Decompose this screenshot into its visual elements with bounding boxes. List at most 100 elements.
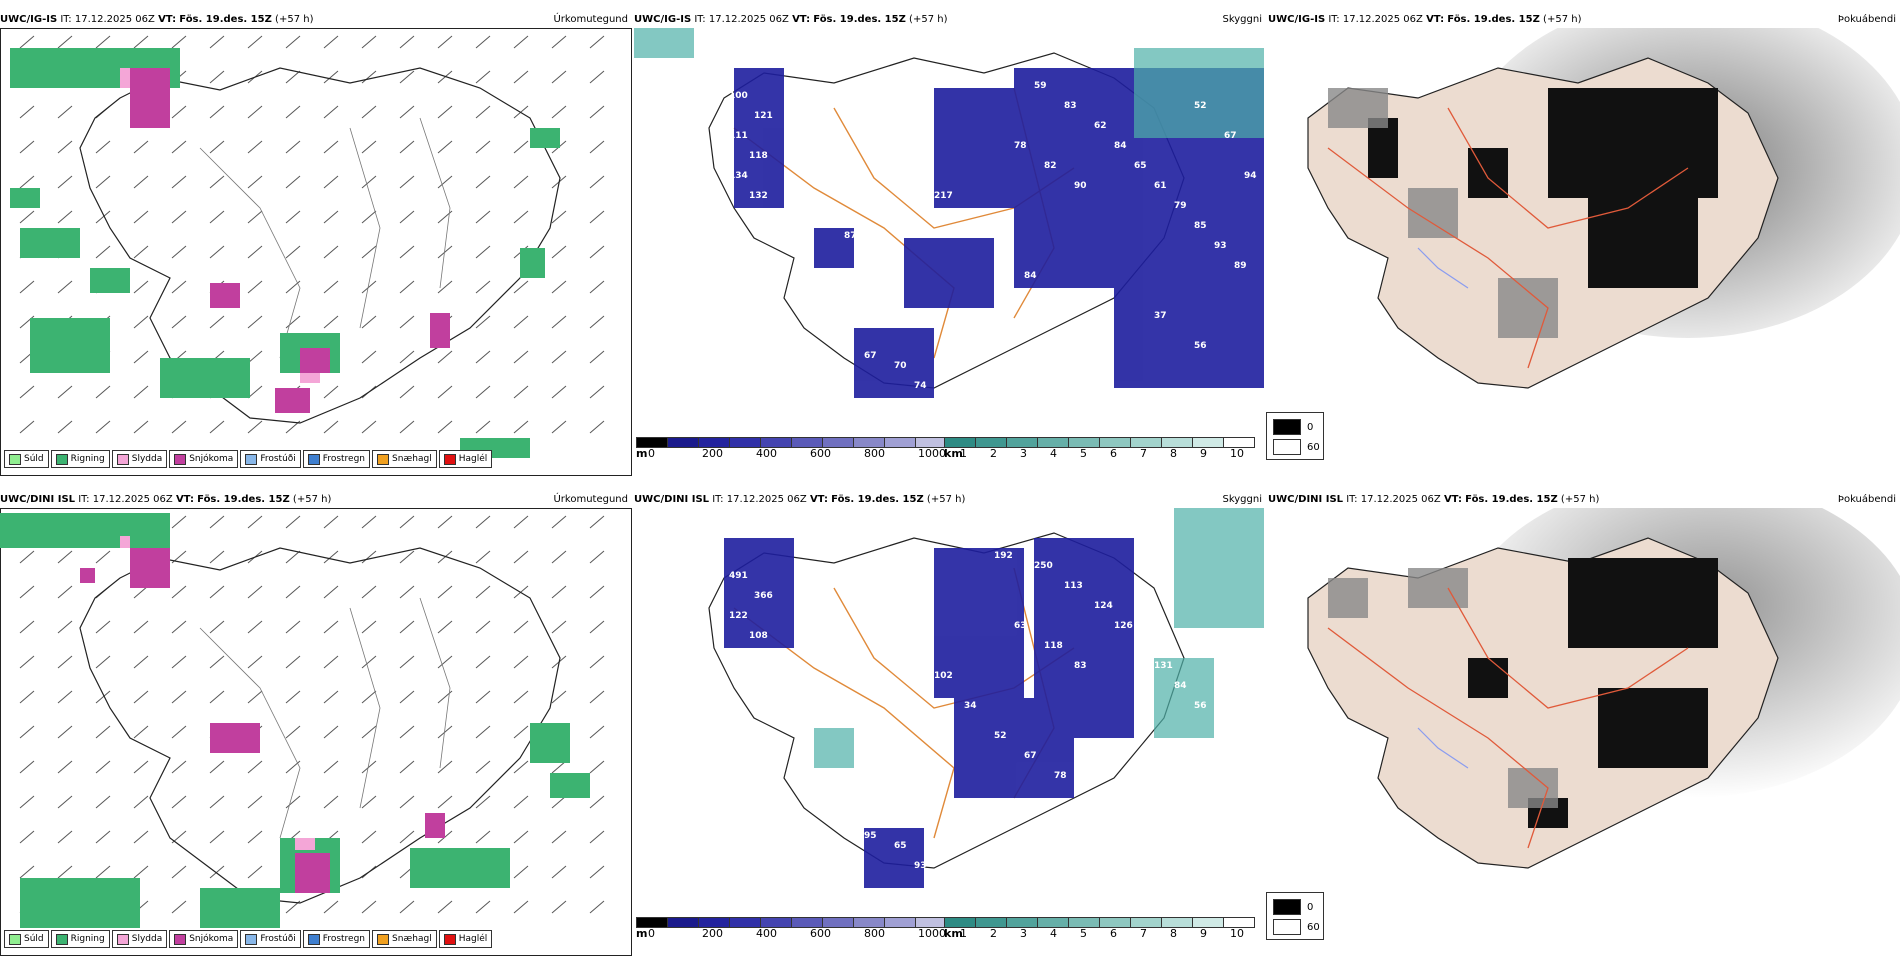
colorbar-segment <box>1099 917 1130 928</box>
wind-barb <box>361 175 377 189</box>
wind-barb <box>437 245 453 259</box>
wind-barb <box>399 420 415 434</box>
wind-barb <box>513 795 529 809</box>
colorbar-tick: 2 <box>990 927 997 940</box>
cloud-base-label: 491 <box>729 571 748 581</box>
cloud-base-label: 69 <box>934 881 947 891</box>
cloud-legend-label: 0 <box>1307 901 1314 913</box>
cloud-legend-label: 60 <box>1307 921 1320 933</box>
legend-swatch <box>307 933 320 945</box>
vt-label: VT: <box>1443 494 1462 505</box>
lead-time: (+57 h) <box>926 494 966 505</box>
wind-barb <box>57 140 73 154</box>
wind-barb <box>399 315 415 329</box>
wind-barb <box>247 515 263 529</box>
wind-barb <box>475 105 491 119</box>
height-unit: m <box>636 927 648 940</box>
wind-barb <box>285 585 301 599</box>
legend-item: Frostregn <box>302 930 371 948</box>
low-cloud-areas <box>724 538 1134 888</box>
colorbar-segment <box>1223 437 1255 448</box>
wind-barb <box>589 725 605 739</box>
colorbar-segment <box>1068 437 1099 448</box>
cloud-base-label: 79 <box>1214 721 1227 731</box>
wind-barb <box>19 35 35 49</box>
cloud-base-label: 116 <box>844 711 863 721</box>
wind-barb <box>95 210 111 224</box>
wind-barb <box>285 550 301 564</box>
wind-barb <box>57 420 73 434</box>
it-label: IT: <box>712 494 724 505</box>
fog-dark-areas <box>1468 558 1718 828</box>
wind-barb <box>285 315 301 329</box>
height-unit: m <box>636 447 648 460</box>
wind-barb <box>57 865 73 879</box>
colorbar-tick: 10 <box>1230 927 1244 940</box>
colorbar-tick: 1000 <box>918 927 946 940</box>
wind-barb <box>551 35 567 49</box>
wind-barb <box>437 105 453 119</box>
wind-barb <box>475 280 491 294</box>
legend-swatch <box>443 933 456 945</box>
wind-barb <box>399 725 415 739</box>
colorbar-tick: 10 <box>1230 447 1244 460</box>
wind-barb <box>323 245 339 259</box>
cloud-base-label: 63 <box>1014 621 1027 631</box>
colorbar-tick: 7 <box>1140 927 1147 940</box>
legend-label: Haglél <box>458 454 488 464</box>
wind-barb <box>437 175 453 189</box>
vt-label: VT: <box>809 494 828 505</box>
wind-barb <box>437 620 453 634</box>
colorbar-segment <box>884 437 915 448</box>
wind-barb <box>247 655 263 669</box>
colorbar-tick: 6 <box>1110 927 1117 940</box>
wind-barb <box>475 585 491 599</box>
colorbar-segment <box>822 917 853 928</box>
wind-barb <box>361 725 377 739</box>
cloud-base-label: 219 <box>704 551 723 561</box>
wind-barb <box>551 550 567 564</box>
wind-barb <box>285 280 301 294</box>
wind-barb <box>399 585 415 599</box>
colorbar-segment <box>1006 917 1037 928</box>
wind-barb <box>209 35 225 49</box>
wind-barb <box>551 865 567 879</box>
cloud-base-label: 61 <box>1154 181 1167 191</box>
wind-barb <box>361 900 377 914</box>
cloud-base-label: 217 <box>934 191 953 201</box>
wind-barb <box>399 105 415 119</box>
wind-barb <box>171 140 187 154</box>
legend-item: Súld <box>4 930 49 948</box>
fog-grey-areas <box>1328 88 1558 338</box>
wind-barb <box>513 655 529 669</box>
wind-barbs <box>19 515 605 914</box>
colorbar-segment <box>975 917 1006 928</box>
wind-barb <box>285 725 301 739</box>
it-label: IT: <box>1328 14 1340 25</box>
colorbar-tick: 8 <box>1170 447 1177 460</box>
wind-barb <box>57 280 73 294</box>
wind-barb <box>323 760 339 774</box>
wind-barb <box>513 35 529 49</box>
wind-barb <box>247 35 263 49</box>
wind-barb <box>19 585 35 599</box>
wind-barb <box>285 105 301 119</box>
colorbar-segment <box>636 437 667 448</box>
legend-swatch <box>307 453 320 465</box>
legend-item: Haglél <box>438 930 493 948</box>
wind-barb <box>323 655 339 669</box>
wind-barb <box>361 210 377 224</box>
legend-swatch <box>377 453 390 465</box>
it-label: IT: <box>78 494 90 505</box>
wind-barb <box>19 175 35 189</box>
legend-label: Súld <box>24 934 44 944</box>
legend-swatch <box>55 933 68 945</box>
visibility-panel-row2: UWC/DINI ISL IT: 17.12.2025 06Z VT: Fös.… <box>634 492 1266 962</box>
fog-dark-areas <box>1368 88 1718 288</box>
wind-barb <box>361 655 377 669</box>
colorbar-tick: 400 <box>756 927 777 940</box>
visibility-colorbar <box>944 917 1255 928</box>
wind-barb <box>589 900 605 914</box>
wind-barb <box>589 35 605 49</box>
wind-barb <box>589 515 605 529</box>
